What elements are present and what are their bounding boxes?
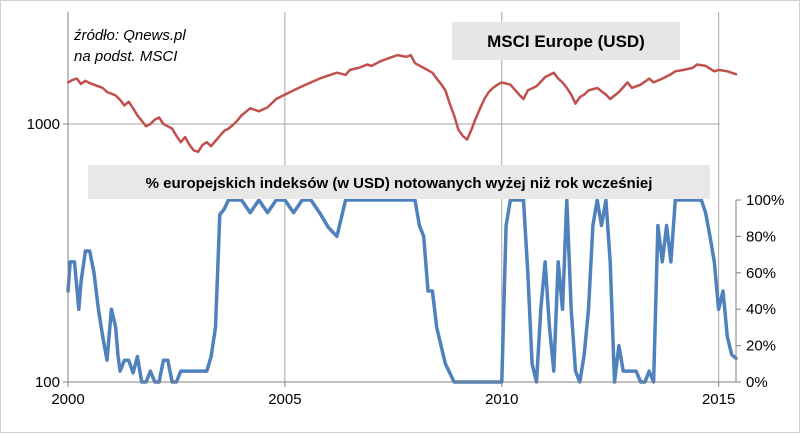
y-right-tick-label-1: 20%: [746, 338, 776, 355]
y-right-tick-label-5: 100%: [746, 192, 784, 209]
percent-indices-line: [66, 198, 738, 384]
chart-title: MSCI Europe (USD): [487, 32, 645, 51]
chart-subtitle: % europejskich indeksów (w USD) notowany…: [146, 175, 653, 192]
x-tick-label-1: 2005: [268, 391, 301, 408]
x-tick-label-2: 2010: [485, 391, 518, 408]
x-tick-label-0: 2000: [51, 391, 84, 408]
title-box: [452, 22, 680, 60]
y-right-tick-label-2: 40%: [746, 301, 776, 318]
series-layer: [66, 53, 738, 384]
axis-layer: 2000 2005 2010 2015 100 1000 0% 20% 40% 60% 80% 100…: [27, 12, 784, 408]
msci-europe-line: [66, 53, 738, 154]
subtitle-box: [88, 165, 710, 199]
source-line-1: źródło: Qnews.pl: [73, 27, 186, 44]
source-line-2: na podst. MSCI: [74, 48, 177, 65]
y-left-tick-label-1: 1000: [27, 116, 60, 133]
y-right-tick-label-3: 60%: [746, 265, 776, 282]
x-tick-label-3: 2015: [702, 391, 735, 408]
label-layer: MSCI Europe (USD) % europejskich indeksó…: [73, 22, 710, 199]
y-right-tick-label-0: 0%: [746, 374, 768, 391]
y-left-tick-label-0: 100: [35, 374, 60, 391]
y-right-tick-label-4: 80%: [746, 228, 776, 245]
